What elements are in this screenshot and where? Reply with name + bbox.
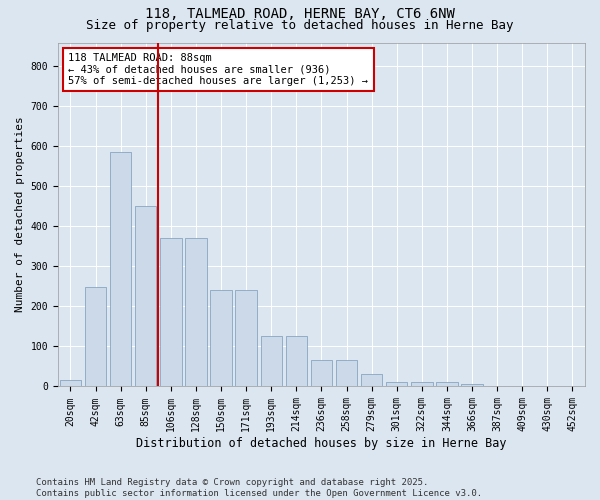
Y-axis label: Number of detached properties: Number of detached properties [15, 116, 25, 312]
Text: 118, TALMEAD ROAD, HERNE BAY, CT6 6NW: 118, TALMEAD ROAD, HERNE BAY, CT6 6NW [145, 8, 455, 22]
Bar [386, 382, 407, 386]
Bar [361, 374, 382, 386]
Bar [185, 238, 206, 386]
Bar [160, 238, 182, 386]
Bar [461, 384, 483, 386]
Bar [411, 382, 433, 386]
Bar [110, 152, 131, 386]
Bar [211, 290, 232, 386]
Bar [336, 360, 357, 386]
Bar [436, 382, 458, 386]
Bar [135, 206, 157, 386]
Bar [235, 290, 257, 386]
Text: Size of property relative to detached houses in Herne Bay: Size of property relative to detached ho… [86, 19, 514, 32]
Bar [85, 288, 106, 386]
X-axis label: Distribution of detached houses by size in Herne Bay: Distribution of detached houses by size … [136, 437, 507, 450]
Bar [286, 336, 307, 386]
Text: Contains HM Land Registry data © Crown copyright and database right 2025.
Contai: Contains HM Land Registry data © Crown c… [36, 478, 482, 498]
Text: 118 TALMEAD ROAD: 88sqm
← 43% of detached houses are smaller (936)
57% of semi-d: 118 TALMEAD ROAD: 88sqm ← 43% of detache… [68, 53, 368, 86]
Bar [60, 380, 81, 386]
Bar [311, 360, 332, 386]
Bar [260, 336, 282, 386]
